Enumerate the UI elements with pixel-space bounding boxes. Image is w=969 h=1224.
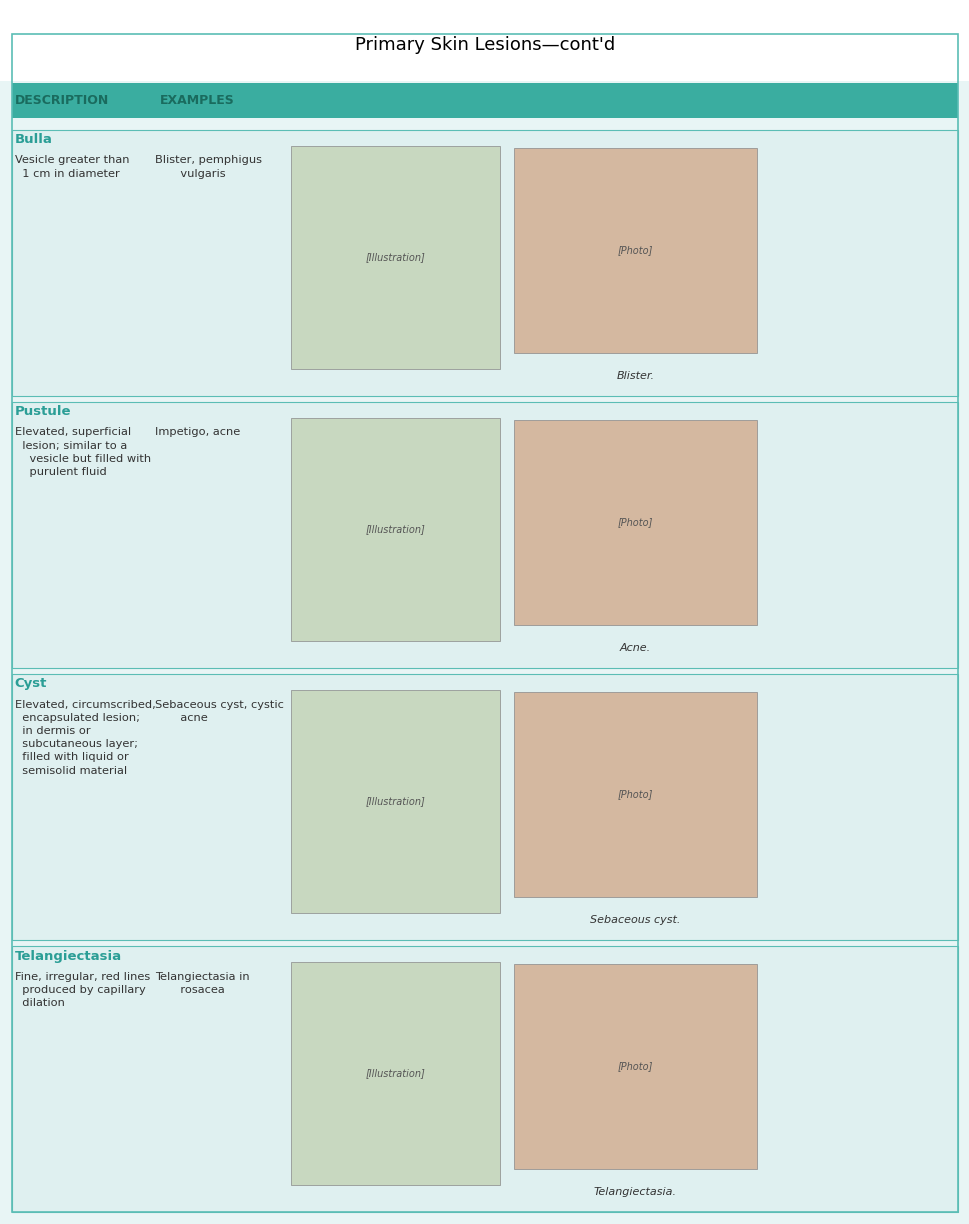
Text: Telangiectasia: Telangiectasia: [15, 950, 121, 962]
Bar: [291, 417, 499, 641]
Text: Bulla: Bulla: [15, 133, 52, 147]
Text: Sebaceous cyst, cystic
       acne: Sebaceous cyst, cystic acne: [155, 700, 284, 722]
Text: Telangiectasia in
       rosacea: Telangiectasia in rosacea: [155, 972, 250, 995]
Text: DESCRIPTION: DESCRIPTION: [15, 94, 109, 106]
Bar: [12, 946, 957, 1212]
Text: [Illustration]: [Illustration]: [365, 797, 424, 807]
Text: Blister, pemphigus
       vulgaris: Blister, pemphigus vulgaris: [155, 155, 262, 179]
Bar: [514, 148, 756, 353]
Text: Impetigo, acne: Impetigo, acne: [155, 427, 240, 437]
Text: Vesicle greater than
  1 cm in diameter: Vesicle greater than 1 cm in diameter: [15, 155, 129, 179]
Text: Elevated, superficial
  lesion; similar to a
    vesicle but filled with
    pur: Elevated, superficial lesion; similar to…: [15, 427, 150, 477]
Text: Primary Skin Lesions—cont'd: Primary Skin Lesions—cont'd: [355, 37, 614, 54]
Bar: [291, 690, 499, 913]
Text: Pustule: Pustule: [15, 405, 71, 419]
Bar: [12, 83, 957, 118]
Text: EXAMPLES: EXAMPLES: [160, 94, 234, 106]
Bar: [514, 965, 756, 1169]
Bar: [12, 674, 957, 940]
Bar: [12, 130, 957, 395]
Text: Acne.: Acne.: [619, 644, 650, 654]
Bar: [0, 0, 969, 81]
Text: Fine, irregular, red lines
  produced by capillary
  dilation: Fine, irregular, red lines produced by c…: [15, 972, 149, 1007]
Text: Telangiectasia.: Telangiectasia.: [593, 1187, 676, 1197]
Text: [Photo]: [Photo]: [617, 246, 652, 256]
Text: Cyst: Cyst: [15, 678, 47, 690]
Text: [Illustration]: [Illustration]: [365, 524, 424, 534]
Text: [Photo]: [Photo]: [617, 1061, 652, 1071]
Bar: [12, 401, 957, 668]
Text: Blister.: Blister.: [615, 371, 654, 381]
Text: Sebaceous cyst.: Sebaceous cyst.: [589, 916, 680, 925]
Text: [Photo]: [Photo]: [617, 518, 652, 528]
Bar: [514, 420, 756, 625]
Text: Elevated, circumscribed,
  encapsulated lesion;
  in dermis or
  subcutaneous la: Elevated, circumscribed, encapsulated le…: [15, 700, 155, 776]
Bar: [291, 962, 499, 1185]
Bar: [291, 146, 499, 368]
Text: [Illustration]: [Illustration]: [365, 1069, 424, 1078]
Text: [Photo]: [Photo]: [617, 789, 652, 799]
Text: [Illustration]: [Illustration]: [365, 252, 424, 262]
Bar: [514, 693, 756, 897]
